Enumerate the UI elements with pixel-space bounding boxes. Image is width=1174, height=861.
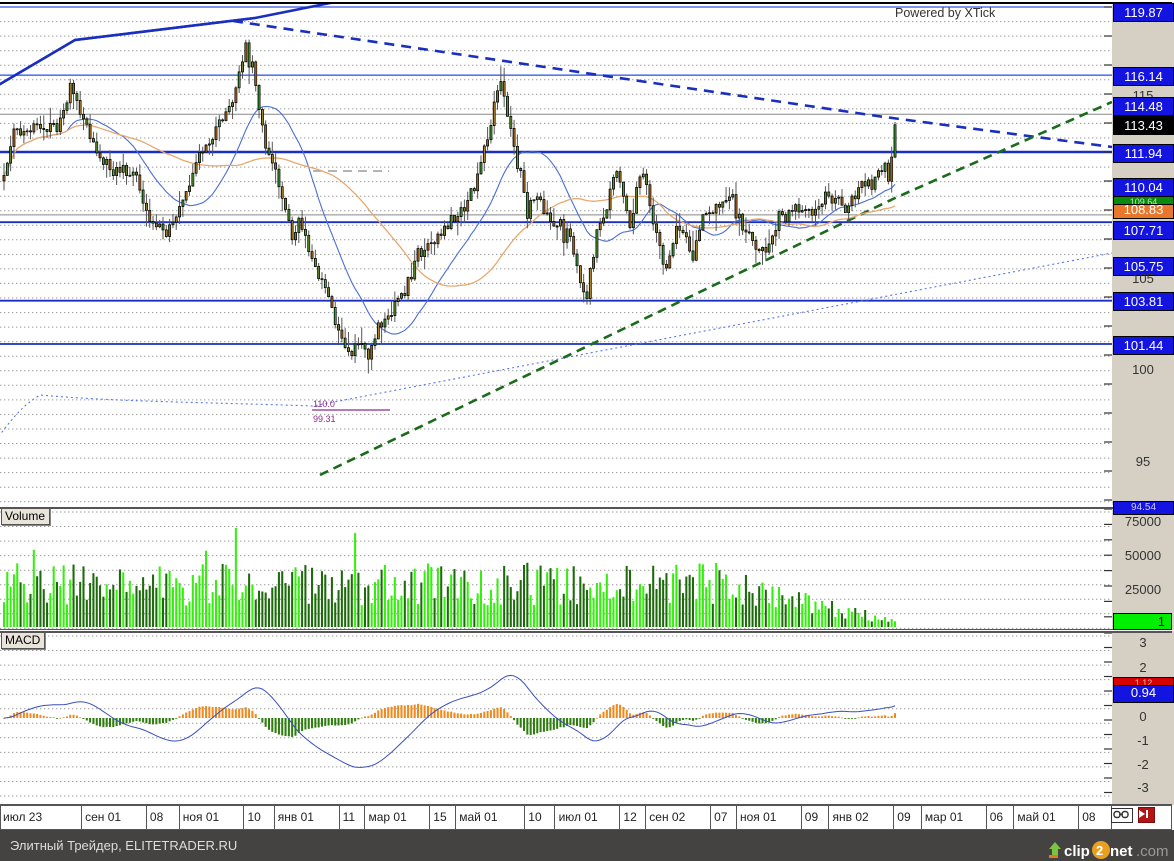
svg-text:.com: .com [1136,843,1168,860]
svg-text:clip: clip [1064,843,1090,860]
svg-text:110.0: 110.0 [313,399,335,409]
svg-text:99.31: 99.31 [313,414,336,424]
svg-text:net: net [1110,843,1133,860]
svg-text:2: 2 [1096,843,1103,858]
